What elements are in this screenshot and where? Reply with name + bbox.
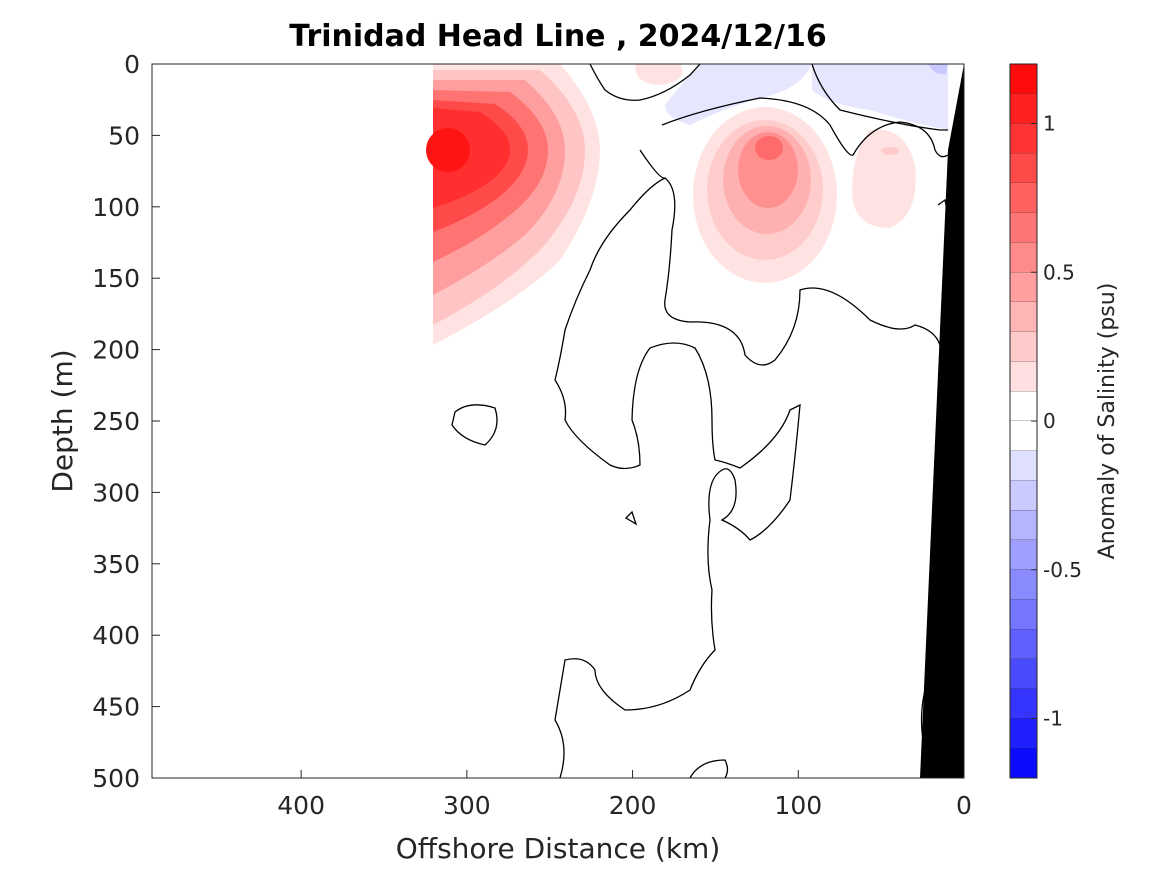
colorbar-level xyxy=(1010,361,1037,392)
colorbar-tick-label: 0.5 xyxy=(1043,260,1075,284)
moderate-negative-dot xyxy=(928,64,948,75)
colorbar-level xyxy=(1010,64,1037,94)
x-tick-label: 100 xyxy=(774,791,822,820)
y-tick-label: 250 xyxy=(92,407,140,436)
bathymetry-mask xyxy=(920,64,964,778)
x-axis-label: Offshore Distance (km) xyxy=(396,832,721,865)
colorbar-level xyxy=(1010,272,1037,302)
colorbar-tick-label: 0 xyxy=(1043,409,1056,433)
x-tick-label: 300 xyxy=(443,791,491,820)
positive-anomaly-core-midshelf xyxy=(693,107,837,283)
colorbar-level xyxy=(1010,242,1037,273)
colorbar-level xyxy=(1010,510,1037,540)
colorbar-level xyxy=(1010,123,1037,154)
colorbar-level xyxy=(1010,659,1037,689)
colorbar-level xyxy=(1010,688,1037,719)
colorbar-level xyxy=(1010,183,1037,213)
colorbar-level xyxy=(1010,302,1037,332)
colorbar-level xyxy=(1010,153,1037,183)
y-tick-label: 150 xyxy=(92,264,140,293)
weak-positive-dot xyxy=(881,147,899,155)
x-tick-label: 400 xyxy=(277,791,325,820)
y-tick-label: 450 xyxy=(92,693,140,722)
weak-negative-patch-midshelf xyxy=(665,64,812,125)
y-tick-label: 100 xyxy=(92,193,140,222)
colorbar-level xyxy=(1010,540,1037,570)
colorbar-level xyxy=(1010,421,1037,451)
y-tick-label: 350 xyxy=(92,550,140,579)
y-tick-label: 50 xyxy=(108,121,140,150)
colorbar-level xyxy=(1010,212,1037,243)
anomaly-field xyxy=(426,64,964,778)
y-axis: 0 50 100 150 200 250 300 350 400 450 500 xyxy=(92,50,160,793)
colorbar-swatches xyxy=(1010,64,1037,779)
y-tick-label: 200 xyxy=(92,336,140,365)
colorbar: 1 0.5 0 -0.5 -1 Anomaly of Salinity (psu) xyxy=(1009,63,1120,779)
weak-positive-patch-surface xyxy=(635,64,683,85)
colorbar-level xyxy=(1010,331,1037,362)
colorbar-level xyxy=(1010,718,1037,749)
weak-negative-patch-nearshore xyxy=(812,64,948,130)
x-tick-label: 0 xyxy=(956,791,972,820)
colorbar-level xyxy=(1010,480,1037,511)
colorbar-level xyxy=(1010,629,1037,659)
colorbar-level xyxy=(1010,450,1037,481)
colorbar-level xyxy=(1010,569,1037,600)
colorbar-tick-label: -1 xyxy=(1043,707,1063,731)
colorbar-level xyxy=(1010,93,1037,124)
colorbar-label: Anomaly of Salinity (psu) xyxy=(1095,283,1120,560)
y-tick-label: 300 xyxy=(92,478,140,507)
colorbar-ticks: 1 0.5 0 -0.5 -1 xyxy=(1031,112,1082,731)
y-tick-label: 400 xyxy=(92,621,140,650)
positive-anomaly-core-offshore xyxy=(426,64,600,345)
colorbar-level xyxy=(1010,599,1037,630)
weak-positive-patch-nearshore xyxy=(852,129,916,228)
colorbar-level xyxy=(1010,748,1037,778)
x-tick-label: 200 xyxy=(609,791,657,820)
chart-title: Trinidad Head Line , 2024/12/16 xyxy=(289,19,826,54)
y-tick-label: 0 xyxy=(124,50,140,79)
colorbar-level xyxy=(1010,391,1037,421)
x-axis: 400 300 200 100 0 xyxy=(277,770,972,820)
y-tick-label: 500 xyxy=(92,764,140,793)
colorbar-tick-label: -0.5 xyxy=(1043,558,1082,582)
y-axis-label: Depth (m) xyxy=(46,349,79,492)
colorbar-tick-label: 1 xyxy=(1043,112,1056,136)
plot-area xyxy=(151,63,965,779)
